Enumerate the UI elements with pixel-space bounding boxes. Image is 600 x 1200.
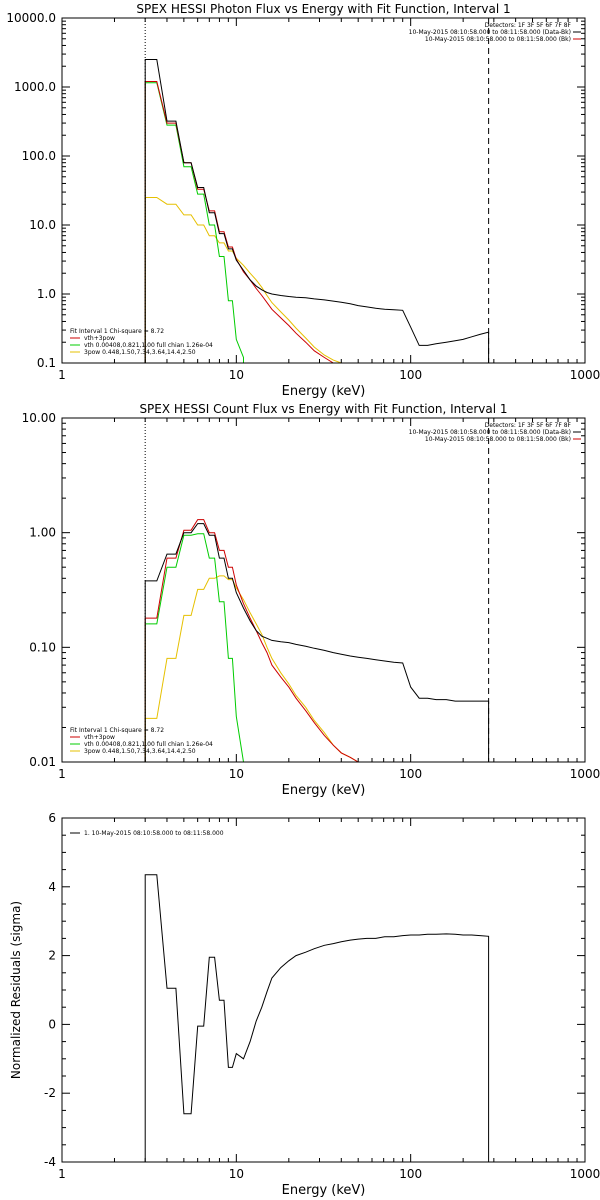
p1-y-tick-label: 1.00: [29, 526, 56, 540]
p2-x-tick-label: 1000: [570, 1167, 600, 1181]
p2-y-tick-label: -2: [44, 1086, 56, 1100]
p1-detector-info-line: 10-May-2015 08:10:58.000 to 08:11:58.000…: [425, 436, 571, 443]
p0-series-3-line: [144, 197, 342, 363]
p1-chart-title: SPEX HESSI Count Flux vs Energy with Fit…: [139, 402, 507, 416]
p2-x-tick-label: 100: [399, 1167, 422, 1181]
p1-legend-entry-2: 3pow 0.448,1.50,7.34,3.64,14.4,2.50: [84, 748, 196, 755]
p2-y-tick-label: 4: [48, 880, 56, 894]
p0-y-tick-label: 100.0: [22, 149, 56, 163]
p0-series-0-line: [144, 59, 490, 363]
p2-y-tick-label: 6: [48, 811, 56, 825]
p0-x-tick-label: 1000: [570, 368, 600, 382]
p0-chart-title: SPEX HESSI Photon Flux vs Energy with Fi…: [136, 2, 510, 16]
p1-y-tick-label: 0.01: [29, 755, 56, 769]
p1-y-tick-label: 10.00: [22, 411, 56, 425]
p1-legend-entry-0: vth+3pow: [84, 734, 115, 741]
p0-legend-header: Fit Interval 1 Chi-square = 8.72: [70, 328, 164, 335]
p1-series-3-line: [144, 575, 359, 762]
p0-series-2-line: [144, 82, 244, 363]
p0-detector-info-line: 10-May-2015 08:10:58.000 to 08:11:58.000…: [425, 36, 571, 43]
p1-axes-frame: [61, 417, 586, 763]
p2-legend-entry-0: 1. 10-May-2015 08:10:58.000 to 08:11:58.…: [84, 830, 224, 837]
p1-x-tick-label: 100: [399, 767, 422, 781]
p1-x-tick-label: 10: [229, 767, 244, 781]
p0-x-axis-label: Energy (keV): [282, 384, 366, 399]
p0-legend-entry-1: vth 0.00408,0.821,1.00 full chian 1.26e-…: [84, 342, 213, 349]
p0-detector-info-line: Detectors: 1F 3F 5F 6F 7F 8F: [485, 22, 572, 29]
p0-x-tick-label: 1: [58, 368, 66, 382]
p2-axes-frame: [61, 817, 586, 1163]
p1-y-tick-label: 0.10: [29, 640, 56, 654]
p1-x-tick-label: 1: [58, 767, 66, 781]
p0-y-tick-label: 1000.0: [14, 80, 56, 94]
p2-y-axis-label: Normalized Residuals (sigma): [9, 901, 23, 1079]
p1-x-axis-label: Energy (keV): [282, 783, 366, 798]
p0-series-1-line: [144, 81, 342, 363]
p0-y-tick-label: 10.0: [29, 218, 56, 232]
p2-x-tick-label: 1: [58, 1167, 66, 1181]
p0-y-tick-label: 10000.0: [6, 11, 56, 25]
p0-legend-entry-2: 3pow 0.448,1.50,7.34,3.64,14.4,2.50: [84, 349, 196, 356]
p1-series-0-line: [144, 523, 490, 762]
p2-x-tick-label: 10: [229, 1167, 244, 1181]
p2-y-tick-label: 2: [48, 949, 56, 963]
p2-y-tick-label: -4: [44, 1155, 56, 1169]
p1-detector-info-line: Detectors: 1F 3F 5F 6F 7F 8F: [485, 422, 572, 429]
p1-series-2-line: [144, 533, 244, 762]
p0-y-tick-label: 1.0: [37, 287, 56, 301]
p0-x-tick-label: 100: [399, 368, 422, 382]
p0-x-tick-label: 10: [229, 368, 244, 382]
p0-axes-frame: [61, 17, 586, 364]
p1-series-1-line: [144, 519, 359, 762]
p2-x-axis-label: Energy (keV): [282, 1183, 366, 1198]
p0-y-tick-label: 0.1: [37, 356, 56, 370]
p0-legend-entry-0: vth+3pow: [84, 335, 115, 342]
p0-detector-info-line: 10-May-2015 08:10:58.000 to 08:11:58.000…: [409, 29, 571, 36]
count-flux-panel: SPEX HESSI Count Flux vs Energy with Fit…: [22, 402, 600, 798]
p2-y-tick-label: 0: [48, 1017, 56, 1031]
p2-series-0-line: [144, 874, 490, 1162]
residuals-panel: 1 10 100 1000 Energy (keV) -4 -2 0 2 4 6 Normalized…: [9, 811, 600, 1198]
p1-x-tick-label: 1000: [570, 767, 600, 781]
photon-flux-panel: SPEX HESSI Photon Flux vs Energy with Fi…: [6, 2, 600, 399]
p1-legend-header: Fit Interval 1 Chi-square = 8.72: [70, 727, 164, 734]
p1-legend-entry-1: vth 0.00408,0.821,1.00 full chian 1.26e-…: [84, 741, 213, 748]
p1-detector-info-line: 10-May-2015 08:10:58.000 to 08:11:58.000…: [409, 429, 571, 436]
